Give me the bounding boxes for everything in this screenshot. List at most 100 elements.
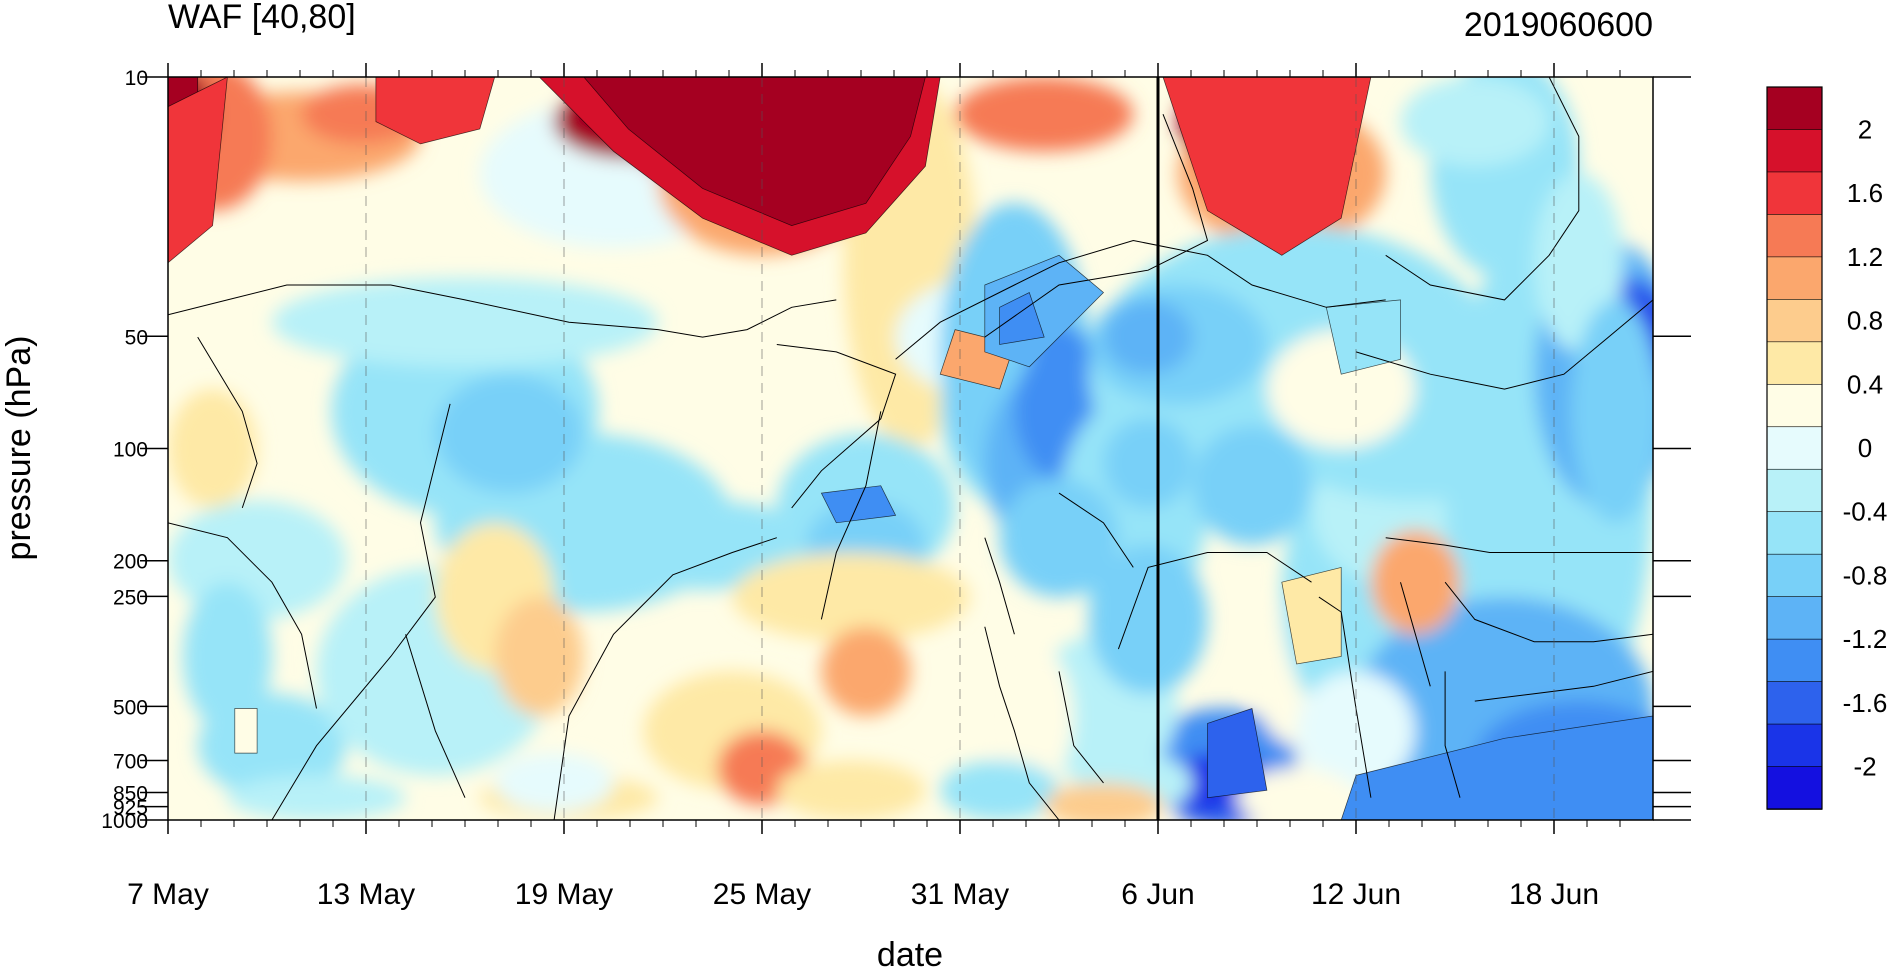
chart-date-stamp: 2019060600 bbox=[1464, 6, 1653, 44]
y-tick-label: 500 bbox=[113, 696, 148, 719]
contour-line bbox=[1444, 581, 1653, 643]
contour-band bbox=[583, 77, 926, 226]
x-tick-label: 12 Jun bbox=[1311, 878, 1401, 911]
colorbar-swatch bbox=[1766, 638, 1823, 683]
colorbar: 2 1.6 1.2 0.8 0.4 0 -0.4 -0.8 -1.2 -1.6 -2 bbox=[1766, 86, 1888, 810]
y-tick-label: 700 bbox=[113, 751, 148, 774]
contour-line bbox=[984, 114, 1209, 338]
y-tick-label: 250 bbox=[113, 586, 148, 609]
y-tick-label: 10 bbox=[125, 67, 148, 90]
y-tick-label: 100 bbox=[113, 439, 148, 462]
contour-line bbox=[776, 344, 897, 509]
field-blob bbox=[435, 374, 584, 494]
field-blob bbox=[1044, 782, 1163, 820]
colorbar-swatch bbox=[1766, 214, 1823, 258]
contour-band bbox=[234, 708, 258, 754]
field-blob bbox=[732, 552, 970, 642]
field-blob bbox=[1370, 530, 1460, 635]
contour-band bbox=[1325, 299, 1401, 375]
colorbar-swatch bbox=[1766, 129, 1823, 173]
colorbar-swatch bbox=[1766, 86, 1823, 131]
field-blob bbox=[955, 77, 1134, 152]
contour-band bbox=[1162, 77, 1372, 256]
colorbar-label: -0.8 bbox=[1843, 560, 1888, 590]
contour-line bbox=[1058, 671, 1104, 784]
contour-band bbox=[1340, 715, 1653, 820]
x-tick-label: 31 May bbox=[911, 878, 1009, 911]
field-blob bbox=[999, 478, 1119, 598]
contour-line bbox=[1385, 77, 1580, 301]
colorbar-swatch bbox=[1766, 766, 1823, 810]
contour-line bbox=[553, 537, 777, 820]
contour-line bbox=[820, 411, 882, 620]
colorbar-swatch bbox=[1766, 256, 1823, 301]
colorbar-swatch bbox=[1766, 553, 1823, 598]
field-blob bbox=[821, 626, 911, 716]
field-blob bbox=[182, 582, 272, 731]
contour-line bbox=[895, 239, 1386, 360]
contour-band bbox=[168, 77, 228, 264]
contour-band bbox=[1207, 708, 1268, 799]
field-blob bbox=[494, 597, 584, 716]
contour-line bbox=[984, 537, 1015, 635]
field-blob bbox=[494, 753, 614, 813]
y-tick-label: 1000 bbox=[101, 810, 148, 833]
y-tick-label: 925 bbox=[113, 797, 148, 820]
field-blob bbox=[984, 641, 1074, 791]
colorbar-swatch bbox=[1766, 723, 1823, 768]
colorbar-swatch bbox=[1766, 383, 1823, 428]
field-blob bbox=[1103, 418, 1193, 508]
x-tick-label: 18 Jun bbox=[1509, 878, 1599, 911]
field-blob bbox=[776, 760, 926, 820]
colorbar-label: -0.4 bbox=[1843, 497, 1888, 527]
field-blob bbox=[168, 389, 258, 508]
colorbar-swatch bbox=[1766, 341, 1823, 386]
contour-line bbox=[1355, 299, 1653, 390]
x-tick-label: 7 May bbox=[127, 878, 209, 911]
contour-line bbox=[168, 522, 317, 709]
field-blob bbox=[1571, 299, 1653, 523]
field-blob bbox=[227, 775, 406, 820]
x-tick-label: 19 May bbox=[515, 878, 613, 911]
contour-line bbox=[1117, 552, 1312, 650]
x-axis: 7 May 13 May 19 May 25 May 31 May 6 Jun 12 Jun… bbox=[127, 63, 1621, 911]
x-tick-label: 13 May bbox=[317, 878, 415, 911]
x-tick-label: 25 May bbox=[713, 878, 811, 911]
y-tick-label: 850 bbox=[113, 783, 148, 806]
colorbar-swatch bbox=[1766, 681, 1823, 725]
contour-band bbox=[999, 292, 1045, 345]
x-tick-label: 6 Jun bbox=[1121, 878, 1194, 911]
colorbar-label: 1.2 bbox=[1847, 242, 1883, 272]
colorbar-label: -1.2 bbox=[1843, 624, 1888, 654]
field-blob bbox=[1103, 299, 1193, 375]
contour-line bbox=[1400, 582, 1431, 687]
y-tick-label: 200 bbox=[113, 551, 148, 574]
contour-band bbox=[820, 485, 897, 524]
colorbar-label: 0.4 bbox=[1847, 369, 1883, 399]
field-blob bbox=[271, 277, 659, 367]
colorbar-label: 1.6 bbox=[1847, 178, 1883, 208]
chart-title: WAF [40,80] bbox=[168, 0, 356, 36]
field-blob bbox=[940, 760, 1059, 820]
field-blob bbox=[1088, 545, 1208, 694]
contour-band bbox=[375, 77, 496, 145]
contour-band bbox=[1281, 566, 1342, 665]
contour-line bbox=[984, 626, 1060, 820]
colorbar-label: -1.6 bbox=[1843, 688, 1888, 718]
contour-line bbox=[405, 634, 466, 798]
contour-line bbox=[1318, 596, 1372, 798]
contour-line bbox=[197, 336, 258, 509]
field-blob bbox=[1192, 426, 1312, 546]
contour-line bbox=[1058, 492, 1134, 568]
contour-line bbox=[1385, 537, 1653, 553]
plot-area bbox=[167, 76, 1654, 821]
colorbar-swatch bbox=[1766, 511, 1823, 555]
colorbar-label: -2 bbox=[1853, 752, 1876, 782]
colorbar-label: 0.8 bbox=[1847, 306, 1883, 336]
colorbar-swatch bbox=[1766, 468, 1823, 513]
colorbar-swatch bbox=[1766, 426, 1823, 471]
colorbar-swatch bbox=[1766, 299, 1823, 343]
